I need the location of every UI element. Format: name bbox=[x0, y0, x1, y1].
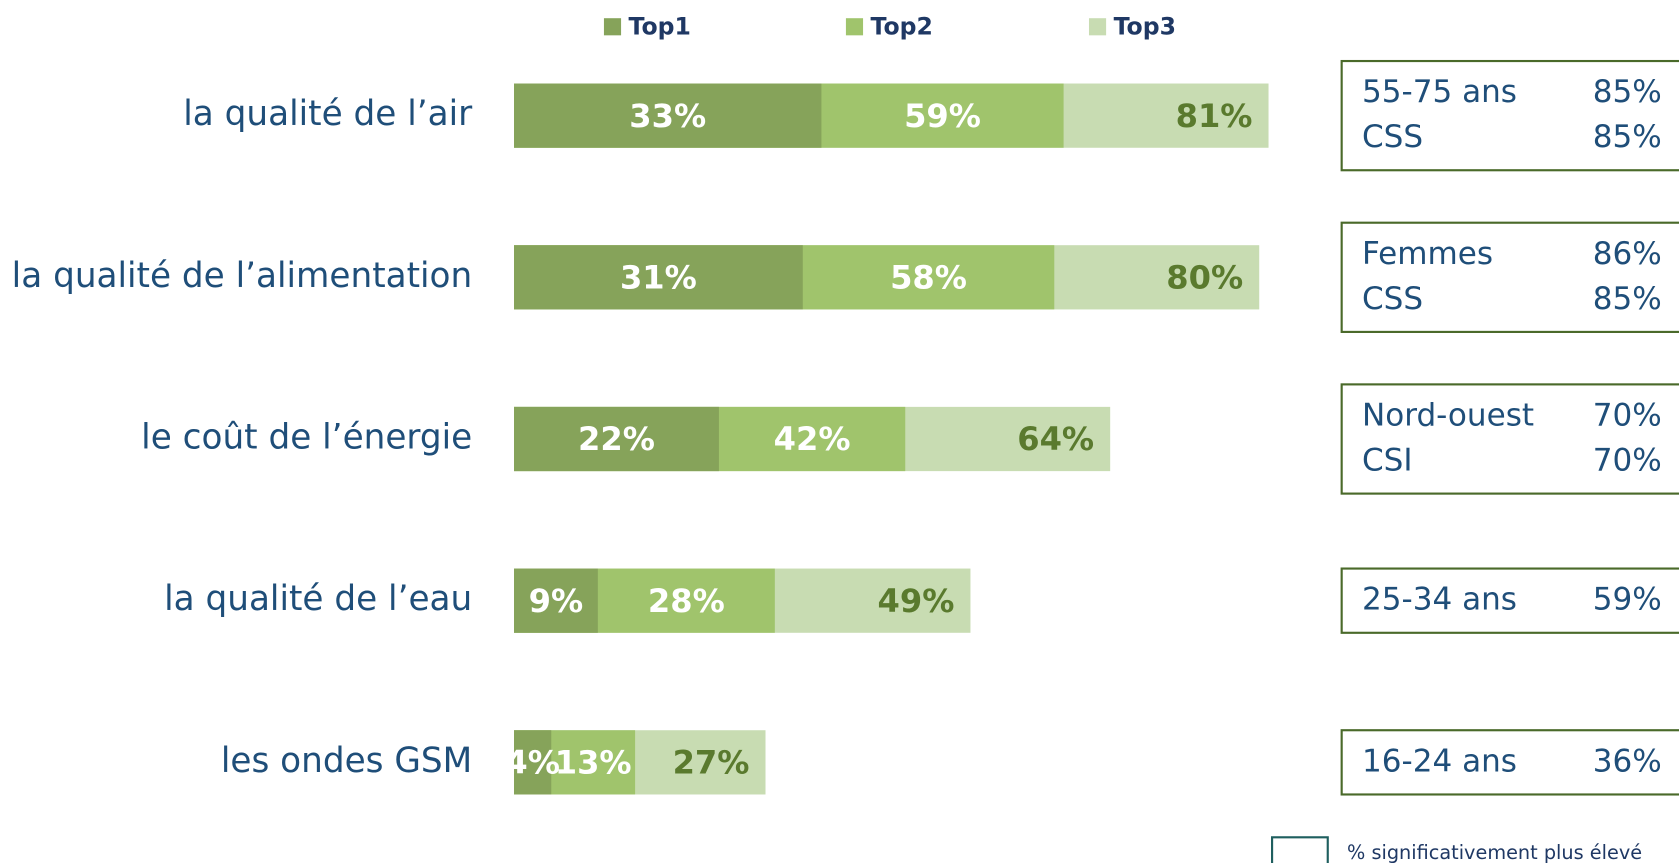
data-label: 4% bbox=[505, 743, 560, 781]
data-label: 42% bbox=[774, 420, 851, 458]
data-label: 27% bbox=[673, 743, 750, 781]
data-label: 22% bbox=[578, 420, 655, 458]
data-label: 80% bbox=[1166, 258, 1243, 296]
data-label: 64% bbox=[1017, 420, 1094, 458]
highlight-box bbox=[1340, 729, 1679, 796]
data-label: 13% bbox=[555, 743, 632, 781]
highlight-box bbox=[1340, 383, 1679, 495]
category-label: le coût de l’énergie bbox=[141, 417, 472, 457]
highlight-value: 85% bbox=[1593, 281, 1662, 317]
highlight-group: 16-24 ans bbox=[1362, 743, 1517, 779]
highlight-group: CSS bbox=[1362, 281, 1423, 317]
footnote-box bbox=[1271, 836, 1329, 863]
legend-swatch bbox=[1088, 18, 1107, 36]
highlight-value: 59% bbox=[1593, 582, 1662, 618]
highlight-value: 85% bbox=[1593, 119, 1662, 155]
legend-label: Top3 bbox=[1114, 12, 1176, 40]
bar bbox=[514, 83, 822, 148]
highlight-value: 70% bbox=[1593, 398, 1662, 434]
legend-label: Top1 bbox=[629, 12, 691, 40]
highlight-group: CSI bbox=[1362, 442, 1413, 478]
data-label: 31% bbox=[620, 258, 697, 296]
legend-swatch bbox=[603, 18, 622, 36]
data-label: 59% bbox=[904, 97, 981, 135]
highlight-box bbox=[1340, 567, 1679, 634]
highlight-group: Nord-ouest bbox=[1362, 398, 1534, 434]
highlight-box bbox=[1340, 221, 1679, 333]
category-label: la qualité de l’alimentation bbox=[12, 256, 473, 296]
highlight-box bbox=[1340, 59, 1679, 172]
bar bbox=[514, 568, 598, 633]
legend-label: Top2 bbox=[871, 12, 933, 40]
highlight-group: 55-75 ans bbox=[1362, 74, 1517, 110]
category-label: la qualité de l’eau bbox=[164, 579, 472, 619]
data-label: 9% bbox=[529, 582, 584, 620]
data-label: 33% bbox=[629, 97, 706, 135]
data-label: 58% bbox=[890, 258, 967, 296]
highlight-value: 70% bbox=[1593, 442, 1662, 478]
bar bbox=[514, 406, 719, 472]
category-label: la qualité de l’air bbox=[183, 94, 473, 134]
highlight-group: 25-34 ans bbox=[1362, 582, 1517, 618]
data-label: 28% bbox=[648, 582, 725, 620]
highlight-value: 86% bbox=[1593, 236, 1662, 272]
highlight-value: 36% bbox=[1593, 743, 1662, 779]
highlight-value: 85% bbox=[1593, 74, 1662, 110]
category-label: les ondes GSM bbox=[221, 741, 472, 781]
highlight-group: Femmes bbox=[1362, 236, 1493, 272]
legend-swatch bbox=[845, 18, 864, 36]
data-label: 49% bbox=[878, 582, 955, 620]
bar bbox=[514, 730, 552, 795]
data-label: 81% bbox=[1176, 97, 1253, 135]
bar bbox=[514, 245, 803, 310]
footnote: % significativement plus élevé bbox=[1347, 841, 1642, 863]
highlight-group: CSS bbox=[1362, 119, 1423, 155]
